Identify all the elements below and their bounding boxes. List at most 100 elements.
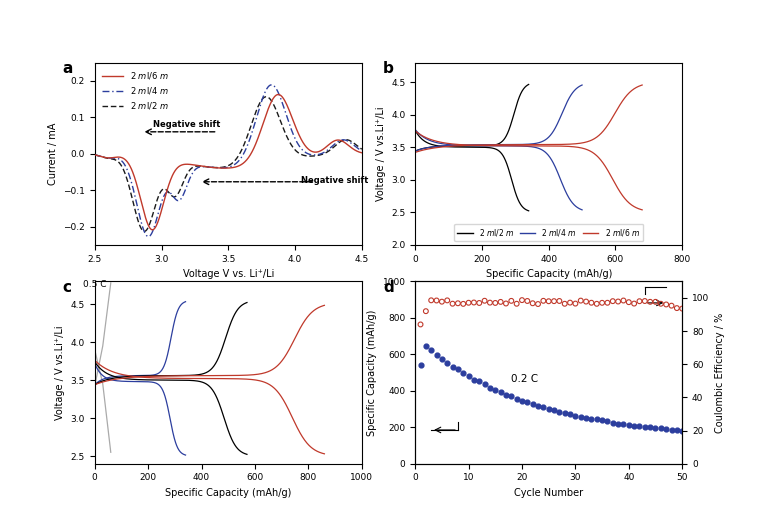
Legend: 2 $m$l/6 $m$, 2 $m$l/4 $m$, 2 $m$l/2 $m$: 2 $m$l/6 $m$, 2 $m$l/4 $m$, 2 $m$l/2 $m$ [99,67,172,115]
Point [606,418,619,427]
Point [628,300,641,308]
Point [671,304,683,312]
Point [468,376,480,384]
Point [606,297,619,305]
Point [415,320,427,329]
Point [494,297,506,306]
Text: 0.5 C: 0.5 C [83,280,107,290]
Point [590,300,603,308]
Point [548,297,560,305]
X-axis label: Specific Capacity (mAh/g): Specific Capacity (mAh/g) [165,488,291,498]
Point [462,371,475,380]
Point [484,383,496,392]
Text: c: c [63,279,72,294]
Point [564,299,576,307]
Point [569,412,581,420]
Point [532,402,544,410]
Text: Negative shift: Negative shift [153,120,221,129]
Text: b: b [383,61,394,76]
Text: a: a [63,61,73,76]
Point [559,300,571,308]
X-axis label: Cycle Number: Cycle Number [514,488,583,498]
Point [489,386,501,394]
Text: Negative shift: Negative shift [301,176,368,185]
Point [617,296,629,305]
Point [639,297,651,305]
Point [671,426,683,435]
Point [436,297,448,306]
Point [532,300,544,308]
Point [590,415,603,424]
Point [644,423,656,431]
Point [655,424,667,432]
Point [462,299,475,307]
Point [473,377,485,386]
Point [580,297,592,306]
Point [634,297,646,305]
Point [441,359,453,367]
Y-axis label: Specific Capacity (mAh/g): Specific Capacity (mAh/g) [367,309,377,436]
Point [415,361,427,369]
Point [527,400,539,408]
Point [522,297,534,305]
Y-axis label: Voltage / V vs.Li⁺/Li: Voltage / V vs.Li⁺/Li [55,325,65,420]
Point [623,298,635,306]
Point [596,416,608,425]
Point [601,417,613,426]
Point [666,302,678,310]
Point [484,299,496,307]
Point [660,300,672,308]
Point [457,369,469,377]
Point [585,299,597,307]
Point [431,296,443,305]
Point [537,296,550,305]
Point [612,297,624,306]
Point [650,424,662,432]
Point [548,406,560,414]
Point [494,388,506,396]
Text: 0.2 C: 0.2 C [512,374,538,383]
Point [527,299,539,307]
Point [506,296,518,305]
Y-axis label: Current / mA: Current / mA [48,122,58,185]
Legend: 2 $m$l/2 $m$, 2 $m$l/4 $m$, 2 $m$l/6 $m$: 2 $m$l/2 $m$, 2 $m$l/4 $m$, 2 $m$l/6 $m$ [454,224,644,241]
Point [516,296,528,304]
Point [655,300,667,308]
Point [506,392,518,401]
Point [436,355,448,363]
Y-axis label: Voltage / V vs.Li⁺/Li: Voltage / V vs.Li⁺/Li [375,106,386,201]
Point [478,380,490,389]
Point [446,300,459,308]
Point [666,426,678,434]
Point [676,304,688,313]
Point [612,419,624,428]
Point [634,422,646,430]
X-axis label: Voltage V vs. Li⁺/Li: Voltage V vs. Li⁺/Li [183,269,274,279]
Point [441,296,453,305]
Point [457,300,469,308]
Point [420,341,432,350]
Point [575,296,587,305]
Point [489,299,501,307]
Text: d: d [383,279,394,294]
Y-axis label: Coulombic Efficiency / %: Coulombic Efficiency / % [715,313,725,432]
Point [511,394,523,403]
Point [500,300,512,308]
Point [644,297,656,306]
Point [516,396,528,405]
Point [569,300,581,308]
Point [425,296,437,304]
Point [601,299,613,307]
Point [617,420,629,428]
Point [446,363,459,371]
Point [468,299,480,307]
Point [575,412,587,420]
Point [553,408,565,416]
Point [660,425,672,433]
Point [511,300,523,308]
Point [564,410,576,418]
Point [522,398,534,406]
Point [596,299,608,307]
Point [543,405,555,413]
Point [420,307,432,315]
